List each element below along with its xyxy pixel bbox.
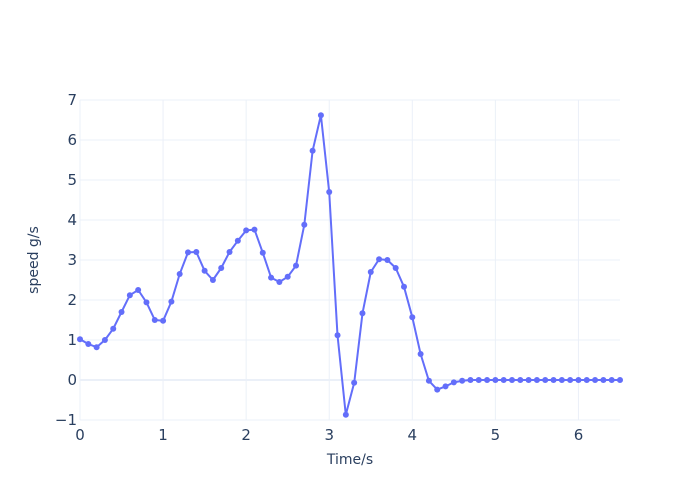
data-point bbox=[500, 377, 507, 383]
data-point bbox=[176, 271, 183, 277]
data-point bbox=[293, 262, 299, 269]
data-point bbox=[558, 377, 565, 383]
data-point bbox=[218, 265, 225, 271]
x-tick-label: 5 bbox=[491, 426, 501, 444]
data-point bbox=[126, 292, 133, 299]
data-point bbox=[509, 377, 515, 383]
data-point bbox=[450, 379, 457, 386]
data-point bbox=[359, 310, 366, 317]
data-point bbox=[492, 377, 499, 383]
grid bbox=[79, 99, 620, 421]
data-point bbox=[118, 309, 125, 315]
data-point bbox=[542, 377, 549, 383]
data-point bbox=[143, 299, 150, 306]
data-point bbox=[409, 314, 416, 321]
data-point bbox=[326, 189, 333, 195]
y-tick-label: 6 bbox=[67, 131, 77, 149]
data-point bbox=[234, 237, 241, 244]
data-point bbox=[251, 226, 258, 233]
y-tick-label: 0 bbox=[67, 371, 77, 389]
data-point bbox=[243, 227, 250, 234]
data-point bbox=[276, 279, 283, 285]
data-point bbox=[567, 377, 574, 383]
x-tick-label: 3 bbox=[324, 426, 334, 444]
y-axis-title: speed g/s bbox=[26, 226, 42, 294]
data-point bbox=[384, 257, 391, 263]
x-tick-label: 2 bbox=[241, 426, 251, 444]
data-point bbox=[434, 386, 441, 393]
x-tick-label: 1 bbox=[158, 426, 168, 444]
data-point bbox=[77, 336, 83, 343]
data-point bbox=[459, 377, 466, 384]
data-point bbox=[193, 249, 200, 255]
data-point bbox=[151, 317, 158, 323]
data-point bbox=[309, 147, 316, 154]
data-point bbox=[85, 341, 92, 347]
y-tick-label: 3 bbox=[67, 251, 77, 269]
data-point bbox=[168, 298, 175, 305]
data-point bbox=[401, 283, 407, 290]
data-point bbox=[417, 351, 424, 357]
x-axis-title: Time/s bbox=[326, 452, 373, 468]
data-point bbox=[550, 377, 557, 383]
y-tick-label: 2 bbox=[67, 291, 77, 309]
y-tick-label: 4 bbox=[67, 211, 77, 229]
data-point bbox=[592, 377, 599, 383]
y-tick-label: 7 bbox=[67, 91, 77, 109]
data-point bbox=[608, 377, 615, 383]
data-point bbox=[342, 411, 349, 418]
data-point bbox=[517, 377, 524, 383]
data-point bbox=[135, 287, 142, 293]
series-line bbox=[79, 114, 620, 416]
data-point bbox=[101, 337, 108, 343]
data-point bbox=[376, 256, 383, 263]
x-tick-label: 6 bbox=[574, 426, 584, 444]
data-point bbox=[185, 249, 191, 256]
y-tick-label: 5 bbox=[67, 171, 77, 189]
data-point bbox=[367, 269, 374, 275]
data-point bbox=[93, 344, 100, 351]
data-point bbox=[575, 377, 582, 383]
data-point bbox=[301, 221, 308, 228]
data-point bbox=[442, 383, 449, 390]
data-point bbox=[317, 112, 324, 119]
data-point bbox=[259, 249, 266, 256]
data-point bbox=[160, 317, 167, 324]
data-point bbox=[226, 249, 233, 255]
data-point bbox=[475, 377, 482, 383]
data-point bbox=[467, 377, 474, 383]
data-point bbox=[110, 325, 117, 332]
data-point bbox=[351, 379, 358, 386]
x-tick-label: 0 bbox=[75, 426, 85, 444]
data-point bbox=[525, 377, 532, 383]
y-tick-label: −1 bbox=[55, 411, 77, 429]
data-point bbox=[600, 377, 607, 383]
x-tick-label: 4 bbox=[408, 426, 418, 444]
data-point bbox=[209, 277, 216, 283]
data-point bbox=[284, 273, 291, 280]
data-point bbox=[201, 267, 208, 274]
y-tick-label: 1 bbox=[67, 331, 77, 349]
series-layer bbox=[77, 112, 623, 418]
data-point bbox=[484, 377, 491, 383]
data-point bbox=[533, 377, 540, 383]
data-point bbox=[425, 377, 432, 384]
data-point bbox=[583, 377, 590, 383]
data-point bbox=[617, 377, 623, 383]
data-point bbox=[334, 332, 341, 339]
data-point bbox=[392, 265, 399, 271]
data-point bbox=[268, 274, 275, 281]
